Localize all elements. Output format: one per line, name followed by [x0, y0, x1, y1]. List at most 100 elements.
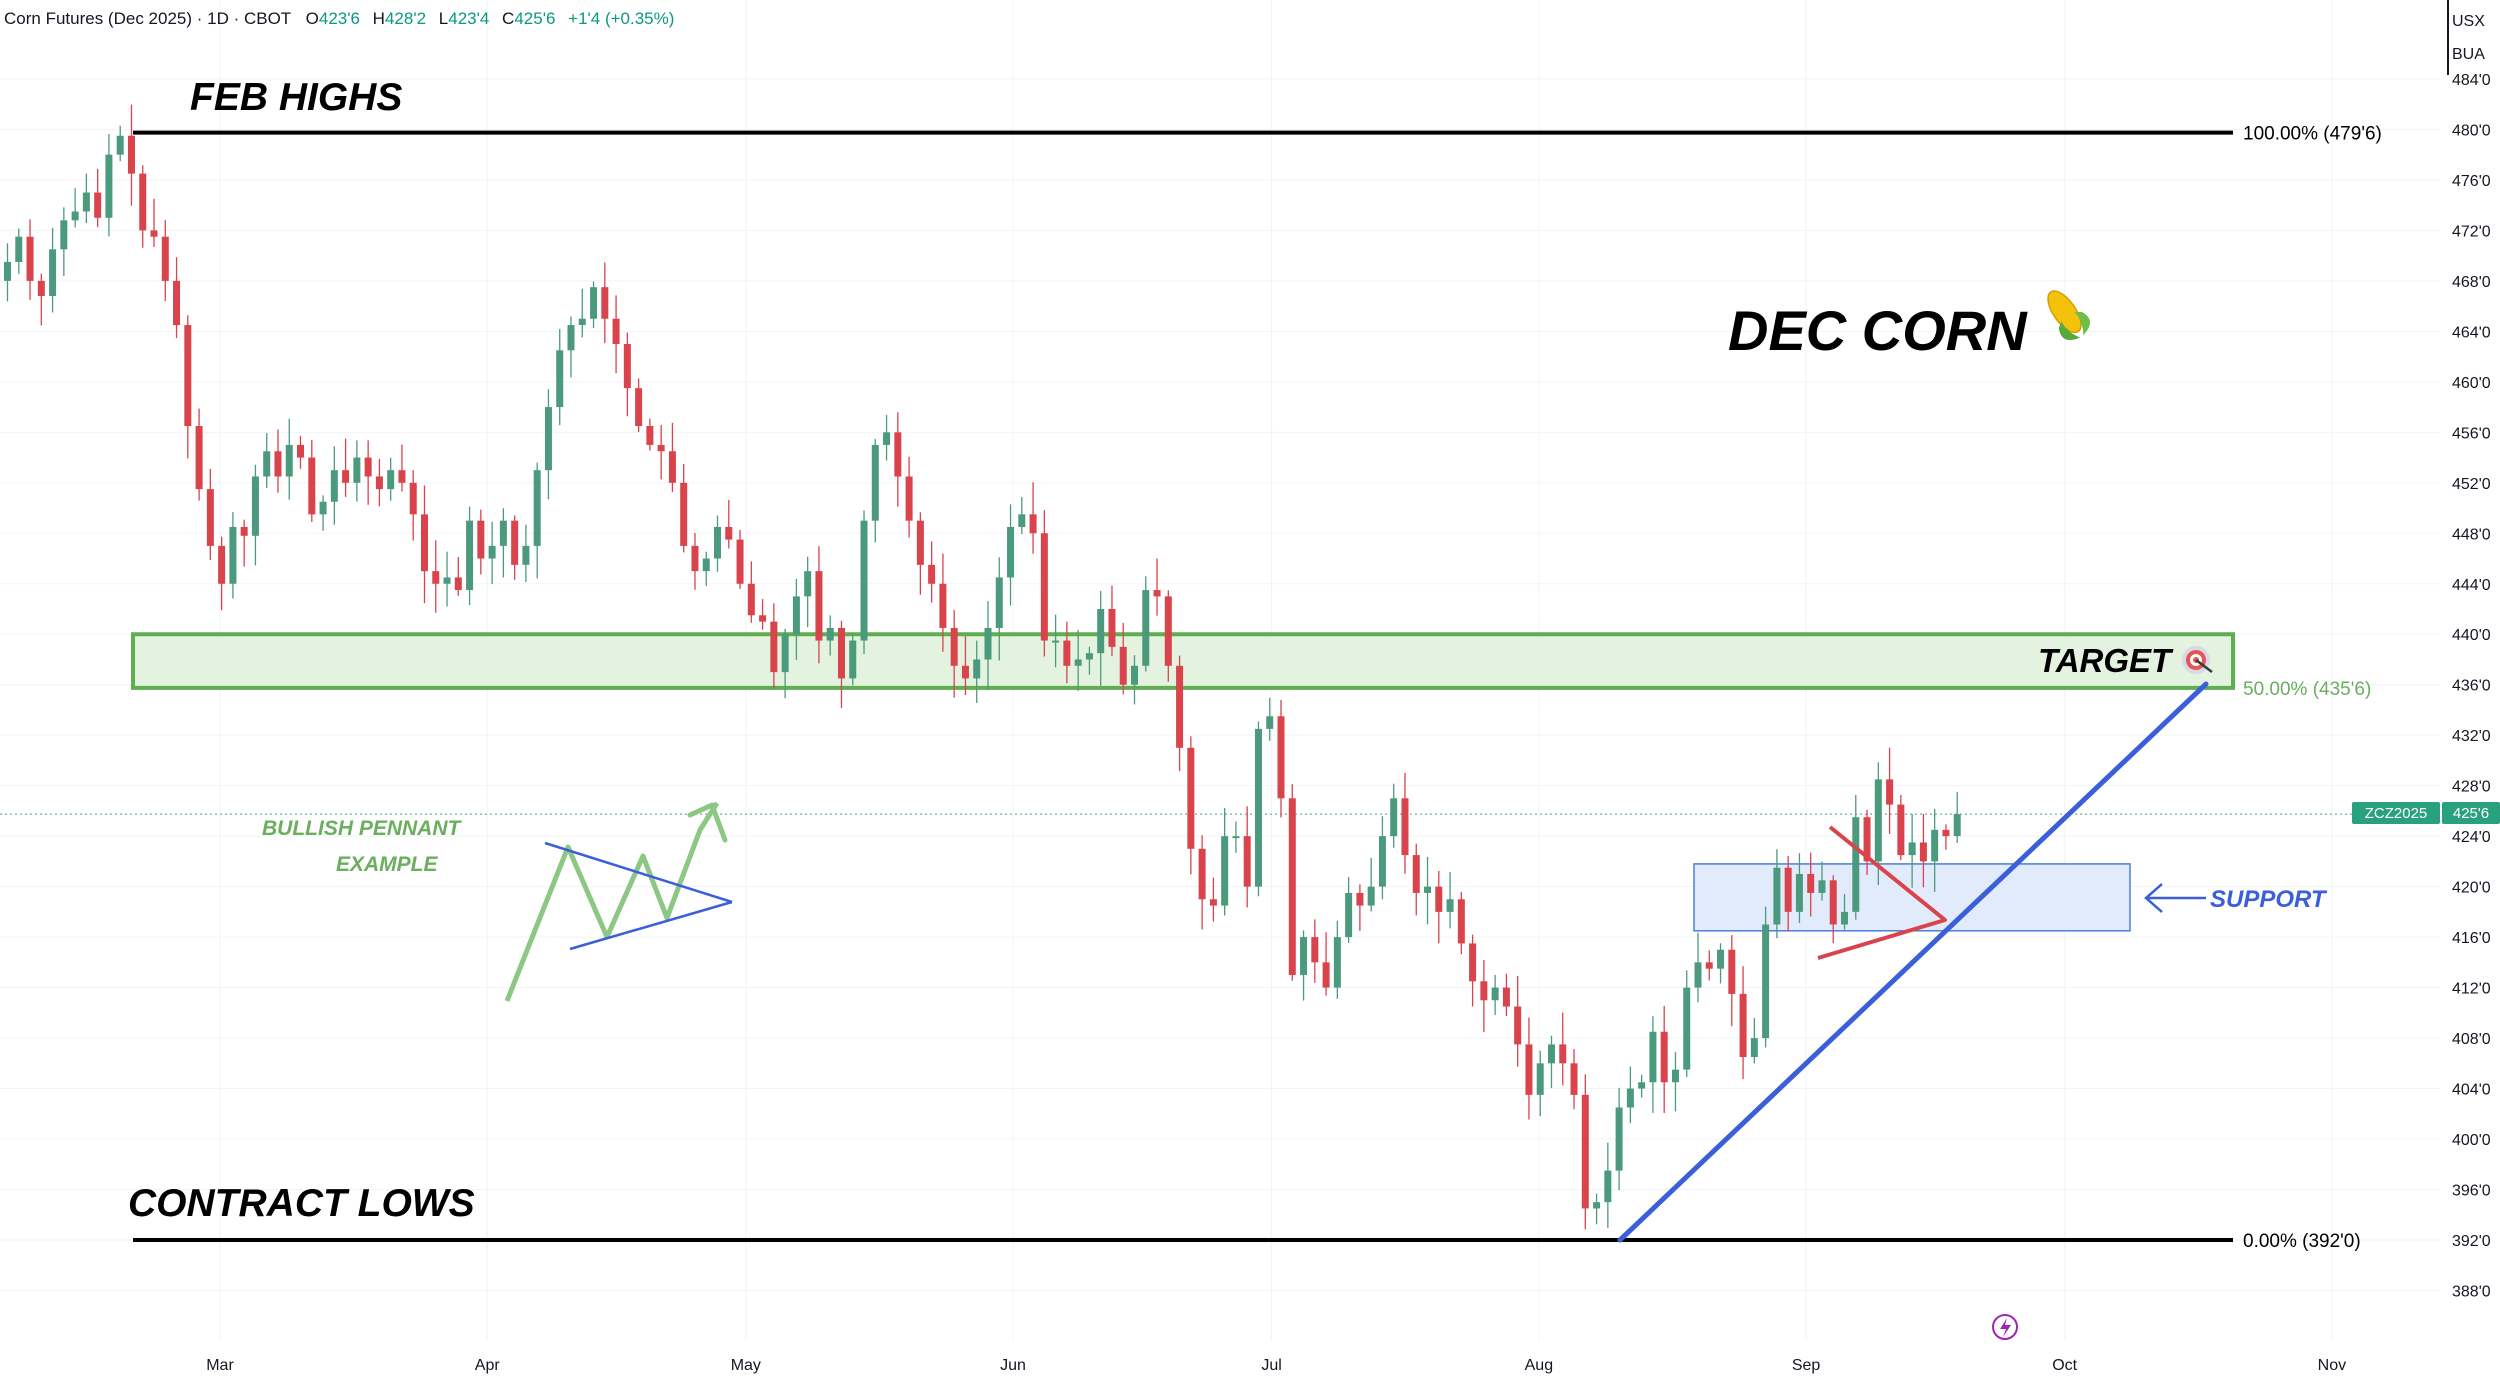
candlestick-series[interactable]	[4, 104, 1961, 1230]
candle-body	[139, 173, 147, 231]
candle-body	[1570, 1063, 1578, 1095]
candle-body	[1345, 892, 1353, 938]
candle-body	[1176, 665, 1184, 748]
time-axis-labels[interactable]: Mar Apr May Jun Jul Aug Sep Oct Nov	[206, 1357, 2346, 1374]
candle-body	[950, 627, 958, 666]
candle-body	[1108, 609, 1116, 647]
time-tick-label: May	[731, 1357, 761, 1374]
candle-body	[1638, 1082, 1646, 1089]
candle-body	[37, 280, 45, 297]
candle-body	[871, 444, 879, 521]
candle-body	[1412, 855, 1420, 893]
contract-lows-label: CONTRACT LOWS	[128, 1182, 475, 1225]
candle-body	[1525, 1044, 1533, 1095]
candle-body	[1841, 911, 1849, 925]
candle-body	[1311, 937, 1319, 963]
time-tick-label: Nov	[2318, 1357, 2346, 1374]
candle-body	[1694, 962, 1702, 988]
candle-body	[409, 482, 417, 515]
last-price-badge: ZCZ2025 425'6	[2352, 802, 2500, 824]
pennant-drawing[interactable]	[1817, 825, 1947, 960]
candle-body	[466, 520, 474, 591]
candle-body	[1164, 596, 1172, 666]
candle-body	[1762, 924, 1770, 1039]
time-tick-label: Sep	[1792, 1357, 1821, 1374]
price-tick-label: 476'0	[2452, 173, 2491, 190]
candle-body	[1063, 640, 1071, 666]
candle-body	[837, 627, 845, 679]
candle-body	[826, 627, 834, 641]
candle-body	[1007, 526, 1015, 578]
candle-body	[1209, 899, 1217, 906]
uptrend-line[interactable]	[1617, 681, 2209, 1243]
candle-body	[319, 501, 327, 515]
candle-body	[251, 476, 259, 536]
price-tick-label: 456'0	[2452, 425, 2491, 442]
corn-emoji-icon	[2047, 290, 2090, 340]
candle-body	[1919, 842, 1927, 862]
candle-body	[161, 236, 169, 281]
price-tick-label: 436'0	[2452, 678, 2491, 695]
candle-body	[1807, 874, 1815, 893]
candle-body	[60, 220, 68, 250]
candle-body	[173, 280, 181, 326]
candle-body	[308, 457, 316, 515]
candle-body	[961, 665, 969, 679]
symbol-text: Corn Futures (Dec 2025) · 1D · CBOT	[4, 9, 291, 28]
candle-body	[1581, 1094, 1589, 1209]
candle-body	[894, 432, 902, 477]
candle-body	[342, 470, 350, 483]
candle-body	[1908, 842, 1916, 856]
candle-body	[1717, 949, 1725, 969]
fib-level-label: 50.00% (435'6)	[2243, 679, 2371, 700]
candle-body	[263, 451, 271, 477]
fib-retracement-lines[interactable]: 100.00% (479'6) 50.00% (435'6) 0.00% (392'…	[133, 124, 2382, 1252]
candle-body	[206, 489, 214, 546]
candle-body	[522, 545, 530, 565]
candle-body	[556, 350, 564, 408]
feb-highs-label: FEB HIGHS	[190, 76, 402, 119]
candle-body	[488, 545, 496, 559]
candle-body	[15, 236, 23, 262]
candle-body	[1119, 646, 1127, 685]
high-value: 428'2	[385, 9, 426, 28]
price-tick-label: 412'0	[2452, 981, 2491, 998]
price-tick-label: 388'0	[2452, 1283, 2491, 1300]
candle-body	[578, 318, 586, 326]
candle-body	[82, 192, 90, 212]
low-value: 423'4	[448, 9, 489, 28]
symbol-header[interactable]: Corn Futures (Dec 2025) · 1D · CBOT O423…	[4, 9, 674, 28]
candle-body	[984, 627, 992, 660]
price-axis[interactable]	[2440, 0, 2500, 1381]
candle-body	[1626, 1088, 1634, 1108]
candle-body	[916, 520, 924, 565]
candle-body	[387, 470, 395, 490]
price-tick-label: 428'0	[2452, 779, 2491, 796]
pennant-label-line1: BULLISH PENNANT	[262, 817, 463, 840]
candle-body	[849, 640, 857, 679]
candle-body	[1469, 943, 1477, 982]
candle-body	[1649, 1031, 1657, 1083]
candle-body	[860, 520, 868, 641]
candle-body	[747, 583, 755, 616]
candle-body	[1052, 640, 1060, 643]
candle-body	[883, 432, 891, 445]
candle-body	[1514, 1006, 1522, 1045]
candle-body	[1739, 993, 1747, 1058]
candle-body	[1074, 659, 1082, 666]
candle-body	[218, 545, 226, 584]
candle-body	[1773, 867, 1781, 925]
candle-body	[1401, 798, 1409, 856]
candle-body	[432, 571, 440, 584]
candle-body	[1254, 728, 1262, 887]
lightning-icon[interactable]	[1992, 1314, 2018, 1340]
candle-body	[274, 451, 282, 477]
price-axis-labels: 484'0 480'0 476'0 472'0 468'0 464'0 460'0 456'0…	[2452, 72, 2491, 1301]
candle-body	[1322, 962, 1330, 988]
time-tick-label: Aug	[1525, 1357, 1553, 1374]
candle-body	[195, 426, 203, 490]
candle-body	[725, 526, 733, 540]
pennant-label-line2: EXAMPLE	[336, 853, 439, 876]
svg-text:Corn Futures (Dec 2025) · 1D ·: Corn Futures (Dec 2025) · 1D · CBOT O423…	[4, 9, 674, 28]
